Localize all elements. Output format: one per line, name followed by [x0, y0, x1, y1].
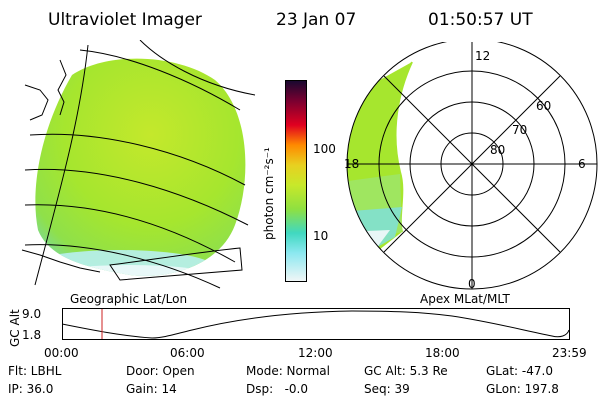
- status-gc-alt: GC Alt: 5.3 Re: [364, 364, 448, 378]
- timeline-tick-0600: 06:00: [170, 346, 205, 360]
- colorbar: [285, 80, 307, 282]
- status-seq: Seq: 39: [364, 382, 410, 396]
- geo-aurora-image: [35, 58, 246, 276]
- geo-caption: Geographic Lat/Lon: [70, 292, 188, 306]
- timeline-tick-2359: 23:59: [552, 346, 587, 360]
- altitude-curve: [62, 310, 570, 339]
- colorbar-label: photon cm⁻²s⁻¹: [262, 147, 276, 240]
- geographic-image-panel: [21, 40, 256, 289]
- mlt-label-18: 18: [344, 157, 359, 171]
- status-flt: Flt: LBHL: [8, 364, 62, 378]
- timeline-tick-0000: 00:00: [44, 346, 79, 360]
- status-gain: Gain: 14: [126, 382, 177, 396]
- status-dsp: Dsp: -0.0: [246, 382, 309, 396]
- status-mode: Mode: Normal: [246, 364, 330, 378]
- mlt-label-0: 0: [468, 277, 476, 291]
- lat-label-70: 70: [512, 123, 527, 137]
- timeline-ymax: 9.0: [22, 307, 42, 321]
- mlt-label-6: 6: [578, 157, 586, 171]
- colorbar-tick-100: 100: [313, 142, 336, 156]
- altitude-timeline: [62, 308, 570, 340]
- lat-label-60: 60: [536, 99, 551, 113]
- timeline-tick-1800: 18:00: [425, 346, 460, 360]
- lat-label-80: 80: [490, 143, 505, 157]
- header-time: 01:50:57 UT: [428, 10, 533, 30]
- mlt-label-12: 12: [475, 49, 490, 63]
- colorbar-tick-10: 10: [313, 229, 329, 243]
- timeline-ymin: 1.8: [22, 328, 42, 342]
- timeline-ylabel: GC Alt: [8, 309, 22, 347]
- header-date: 23 Jan 07: [276, 10, 357, 30]
- polar-caption: Apex MLat/MLT: [420, 292, 510, 306]
- timeline-tick-1200: 12:00: [298, 346, 333, 360]
- status-glon: GLon: 197.8: [486, 382, 559, 396]
- app-title: Ultraviolet Imager: [48, 10, 202, 30]
- status-door: Door: Open: [126, 364, 195, 378]
- polar-mlt-panel: 12 18 6 0 60 70 80: [344, 42, 598, 291]
- status-ip: IP: 36.0: [8, 382, 54, 396]
- status-glat: GLat: -47.0: [486, 364, 553, 378]
